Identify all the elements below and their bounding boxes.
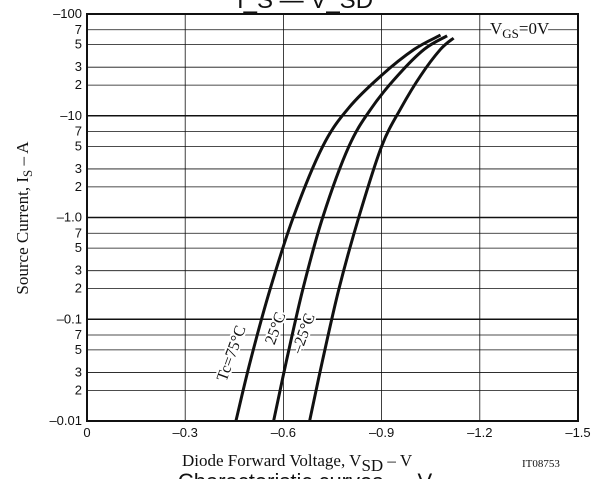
y-minor-tick-label: 5 — [75, 342, 82, 357]
y-axis-label: Source Current, IS – A — [13, 141, 35, 295]
series-layer — [234, 33, 455, 422]
plot-frame — [86, 13, 579, 422]
x-tick-label: –0.9 — [369, 425, 394, 440]
y-minor-tick-label: 3 — [75, 161, 82, 176]
x-axis-label: Diode Forward Voltage, VSD – V — [182, 451, 413, 475]
footer-fragment: Characteristic curves — V — [178, 469, 433, 479]
x-tick-label: –0.6 — [271, 425, 296, 440]
y-major-tick-label: –10 — [60, 108, 82, 123]
y-major-tick-label: –1.0 — [57, 210, 82, 225]
series-line — [234, 33, 442, 422]
y-minor-tick-label: 2 — [75, 77, 82, 92]
y-minor-tick-label: 7 — [75, 124, 82, 139]
y-major-tick-label: –0.1 — [57, 311, 82, 326]
x-tick-label: 0 — [83, 425, 90, 440]
y-minor-tick-label: 2 — [75, 382, 82, 397]
y-minor-tick-label: 7 — [75, 225, 82, 240]
y-minor-tick-label: 3 — [75, 59, 82, 74]
x-tick-label: –0.3 — [173, 425, 198, 440]
title-fragment: I_S — V_SD — [237, 0, 373, 14]
y-minor-tick-label: 5 — [75, 37, 82, 52]
y-minor-tick-label: 3 — [75, 364, 82, 379]
y-minor-tick-label: 5 — [75, 138, 82, 153]
x-tick-label: –1.5 — [565, 425, 590, 440]
series-label: 25°C — [262, 310, 289, 347]
y-minor-tick-label: 2 — [75, 281, 82, 296]
tick-labels: 0 –0.3 –0.6 –0.9 –1.2 –1.5–0.012357–0.12357–1… — [49, 6, 590, 440]
y-major-tick-label: –100 — [53, 6, 82, 21]
y-major-tick-label: –0.01 — [49, 413, 82, 428]
series-line — [308, 36, 455, 422]
y-minor-tick-label: 3 — [75, 263, 82, 278]
condition-label: VGS=0V — [490, 19, 550, 41]
grid — [87, 14, 578, 421]
y-minor-tick-label: 7 — [75, 327, 82, 342]
figure-id: IT08753 — [522, 458, 560, 470]
y-minor-tick-label: 5 — [75, 240, 82, 255]
y-minor-tick-label: 7 — [75, 22, 82, 37]
x-tick-label: –1.2 — [467, 425, 492, 440]
series-line — [272, 34, 448, 422]
y-minor-tick-label: 2 — [75, 179, 82, 194]
series-label: Tc=75°C — [214, 323, 250, 383]
